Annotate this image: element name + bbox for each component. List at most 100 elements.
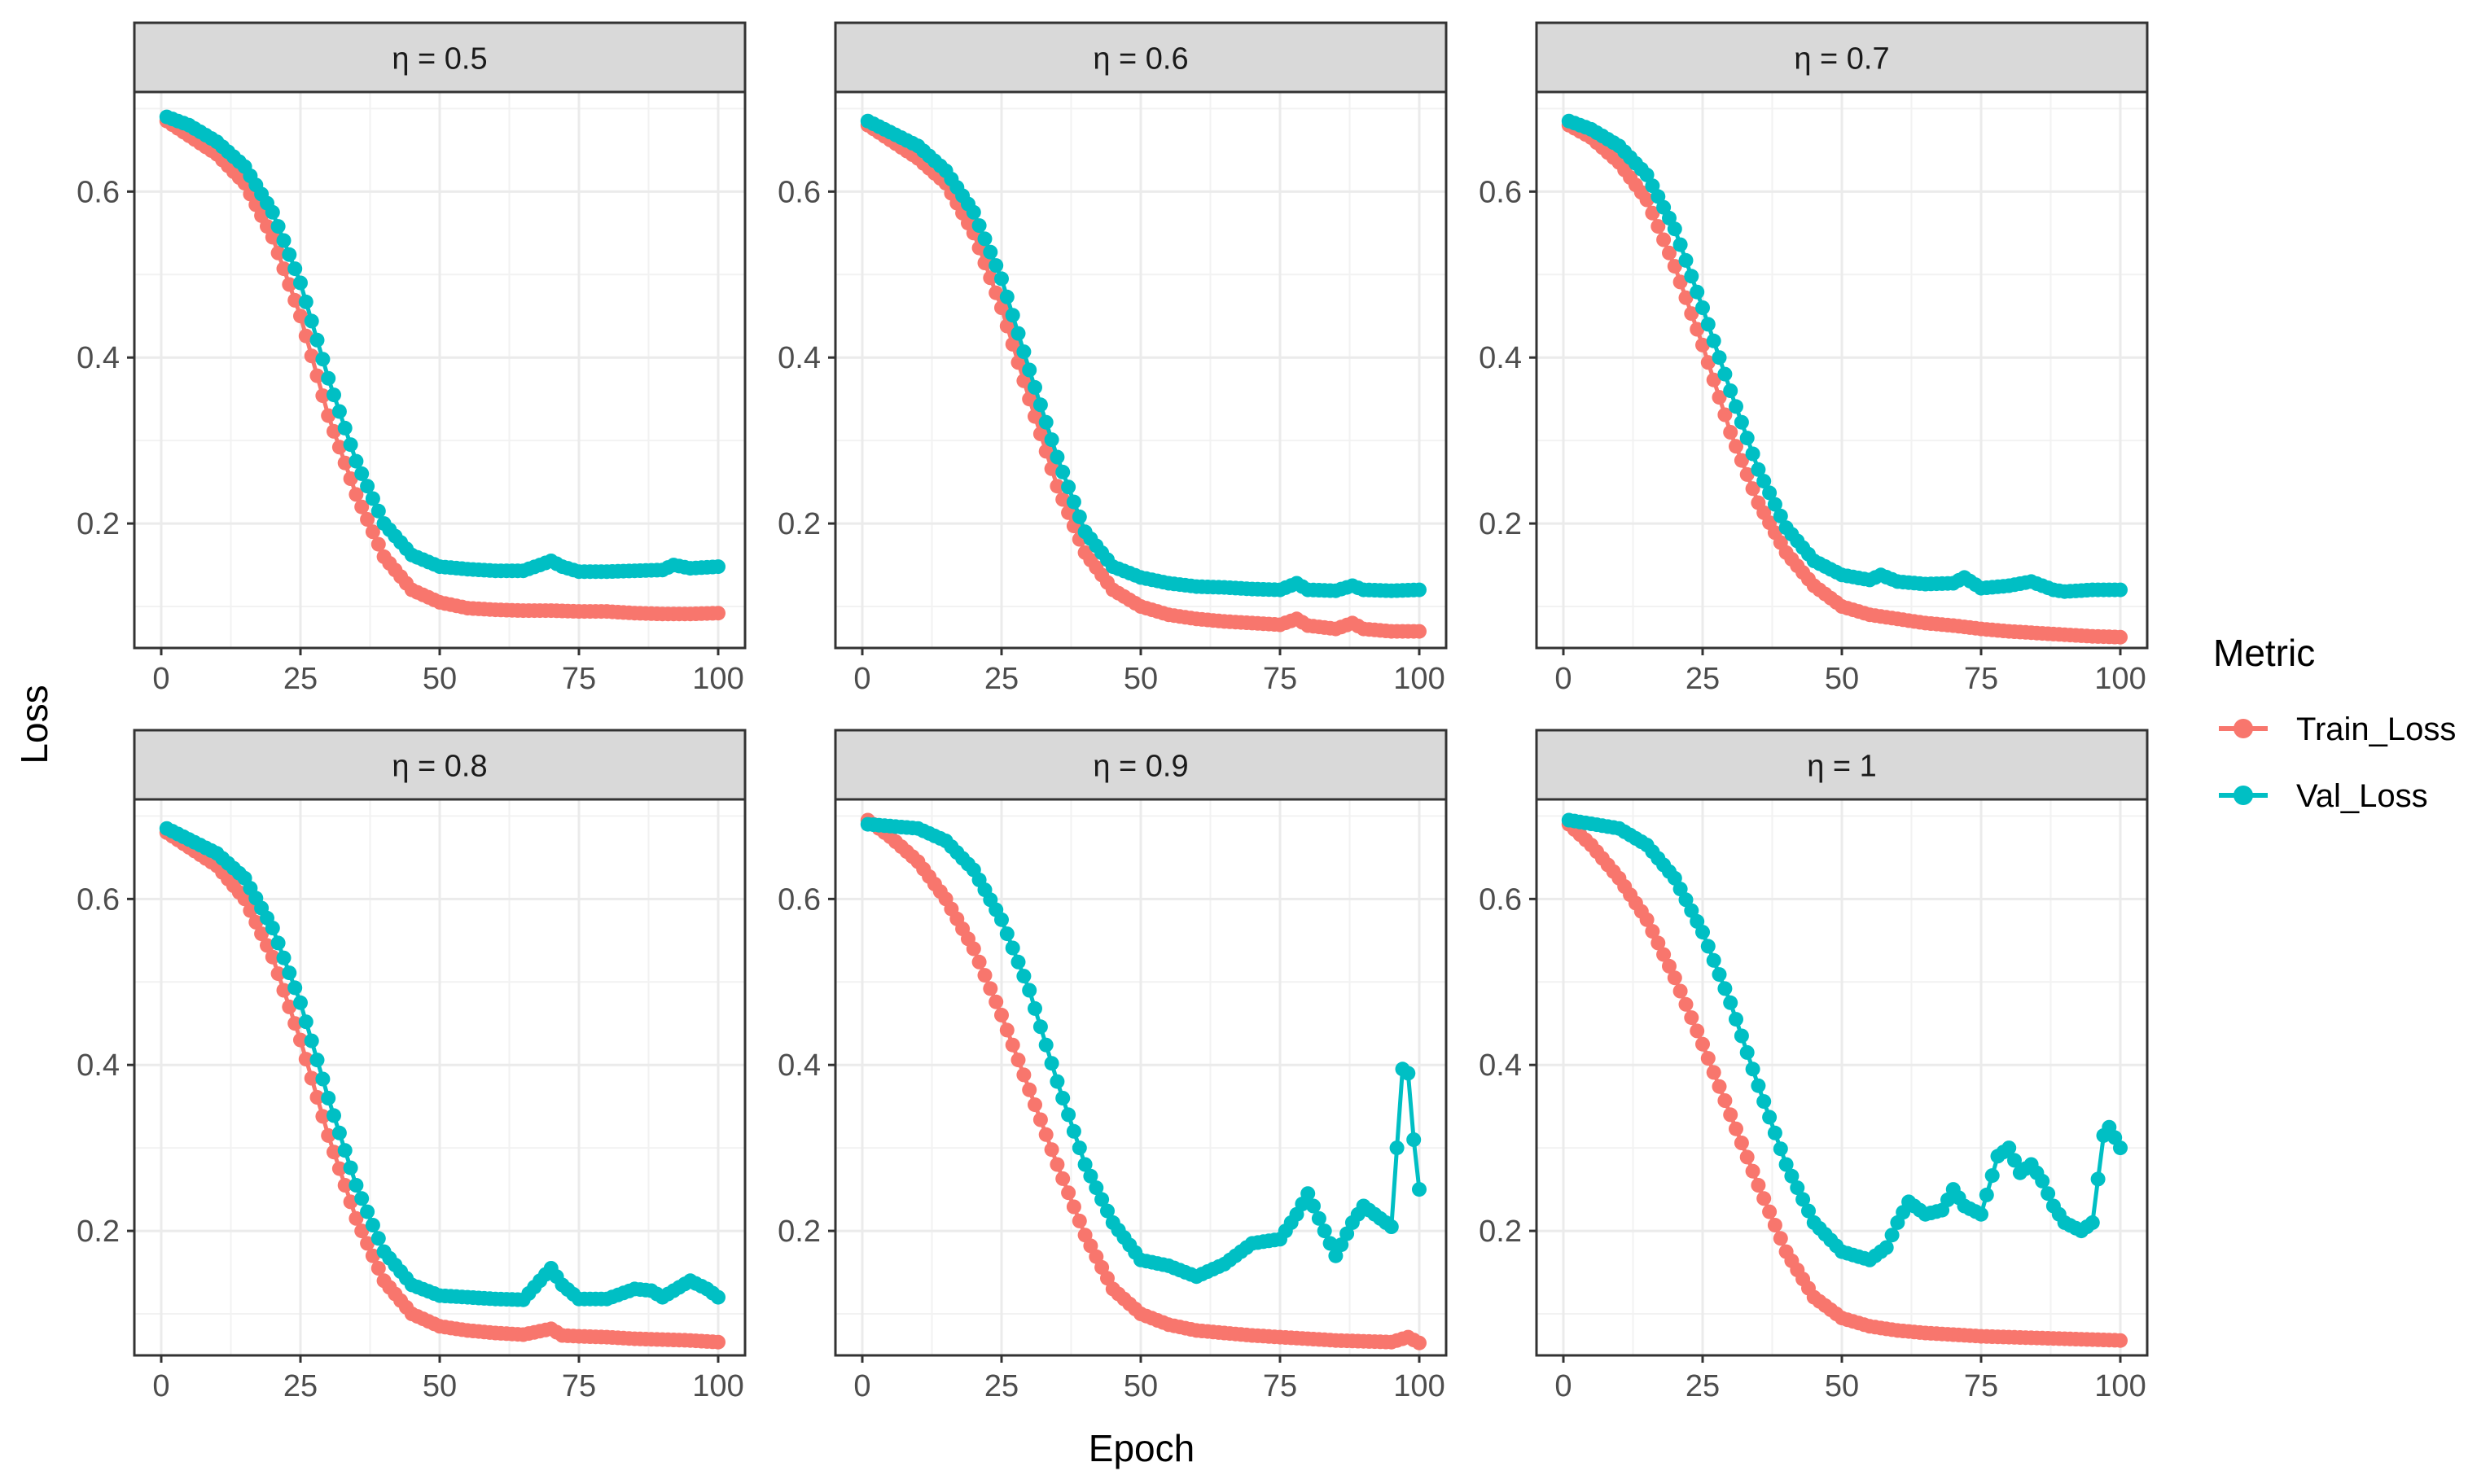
data-point	[331, 440, 347, 455]
facet-strip	[1535, 21, 2149, 94]
y-tick-label: 0.4	[77, 341, 120, 375]
data-point	[1322, 1236, 1338, 1251]
facet-panel-3: η = 0.7 0.2 0.4 0.6 0 25 50 75 100	[1479, 21, 2149, 696]
data-point	[265, 230, 280, 245]
data-point	[1645, 924, 1660, 939]
data-point	[2113, 1140, 2128, 1156]
data-point	[1066, 494, 1081, 510]
data-point	[1974, 1206, 1988, 1222]
data-point	[1089, 1180, 1104, 1196]
data-point	[309, 1053, 325, 1068]
data-point	[994, 1008, 1009, 1022]
data-point	[282, 277, 297, 292]
x-tick-label: 75	[562, 1369, 596, 1403]
x-tick-label: 0	[853, 1369, 870, 1403]
data-point	[365, 524, 380, 540]
y-tick-label: 0.6	[77, 175, 120, 209]
y-tick-label: 0.6	[1479, 175, 1522, 209]
data-point	[1005, 940, 1020, 956]
data-point	[270, 935, 286, 951]
data-point	[1656, 232, 1672, 247]
data-point	[1678, 290, 1694, 305]
data-point	[1678, 996, 1694, 1012]
data-point	[243, 903, 258, 918]
data-point	[1339, 1226, 1355, 1241]
data-point	[282, 965, 297, 981]
data-point	[2084, 1215, 2100, 1230]
data-point	[1678, 892, 1694, 908]
x-tick-label: 100	[1393, 662, 1444, 696]
data-point	[315, 388, 331, 404]
series-train-loss	[860, 812, 1427, 1350]
data-point	[1651, 219, 1666, 234]
data-point	[1756, 474, 1772, 489]
data-point	[977, 256, 993, 270]
x-tick-label: 0	[853, 662, 870, 696]
facet-panel-1: η = 0.5 0.2 0.4 0.6 0 25 50 75 100	[77, 21, 747, 696]
data-point	[977, 968, 993, 983]
data-point	[1412, 1182, 1427, 1197]
x-tick-label: 75	[562, 662, 596, 696]
data-point	[1734, 1028, 1749, 1044]
data-point	[1662, 245, 1677, 260]
data-point	[1061, 1185, 1076, 1201]
data-point	[1684, 269, 1699, 284]
x-tick-label: 100	[1393, 1369, 1444, 1403]
data-point	[1712, 967, 1727, 983]
data-point	[349, 487, 364, 502]
data-point	[1055, 1091, 1071, 1105]
x-tick-label: 25	[283, 1369, 318, 1403]
data-point	[337, 420, 353, 436]
data-point	[1751, 1178, 1766, 1193]
data-point	[343, 1194, 358, 1210]
data-point	[337, 455, 353, 471]
data-point	[1412, 1335, 1427, 1350]
data-point	[1979, 1187, 1994, 1202]
x-tick-label: 25	[1686, 1369, 1720, 1403]
data-point	[1678, 252, 1694, 268]
y-tick-label: 0.6	[778, 882, 821, 917]
data-point	[1038, 1037, 1054, 1053]
data-point	[354, 466, 370, 481]
data-point	[1984, 1168, 2000, 1184]
data-point	[1667, 259, 1682, 274]
data-point	[1745, 1163, 1760, 1179]
facet-panels: η = 0.5 0.2 0.4 0.6 0 25 50 75 100 η = 0.6 0.2 0.4 0…	[77, 21, 2149, 1403]
data-point	[365, 1218, 380, 1232]
y-tick-label: 0.2	[1479, 1215, 1522, 1249]
data-point	[265, 921, 280, 935]
x-tick-label: 50	[1825, 662, 1859, 696]
data-point	[2001, 1140, 2017, 1156]
data-point	[1311, 1210, 1326, 1226]
data-point	[999, 318, 1015, 334]
data-point	[1734, 453, 1749, 468]
data-point	[1667, 970, 1682, 986]
data-point	[1672, 274, 1688, 290]
data-point	[1662, 210, 1677, 225]
data-point	[999, 289, 1015, 304]
x-tick-label: 0	[1554, 1369, 1572, 1403]
x-tick-label: 50	[1124, 662, 1158, 696]
x-tick-label: 25	[984, 662, 1019, 696]
legend-val-loss-label: Val_Loss	[2296, 778, 2428, 814]
data-point	[1756, 1094, 1772, 1110]
data-point	[999, 1022, 1015, 1038]
data-point	[1412, 624, 1427, 639]
data-point	[1010, 954, 1026, 970]
data-point	[1729, 399, 1743, 414]
data-point	[1016, 969, 1032, 984]
data-point	[1717, 981, 1733, 996]
facet-strip-label: η = 0.8	[392, 750, 487, 784]
data-point	[304, 348, 319, 364]
legend-title: Metric	[2213, 632, 2315, 674]
data-point	[1016, 373, 1032, 388]
data-point	[1639, 192, 1655, 208]
data-point	[321, 370, 336, 386]
data-point	[2041, 1186, 2056, 1202]
data-point	[711, 1289, 726, 1305]
data-point	[331, 1161, 347, 1176]
data-point	[1639, 912, 1655, 927]
data-point	[1723, 995, 1738, 1010]
data-point	[971, 218, 987, 234]
data-point	[1712, 1079, 1727, 1094]
